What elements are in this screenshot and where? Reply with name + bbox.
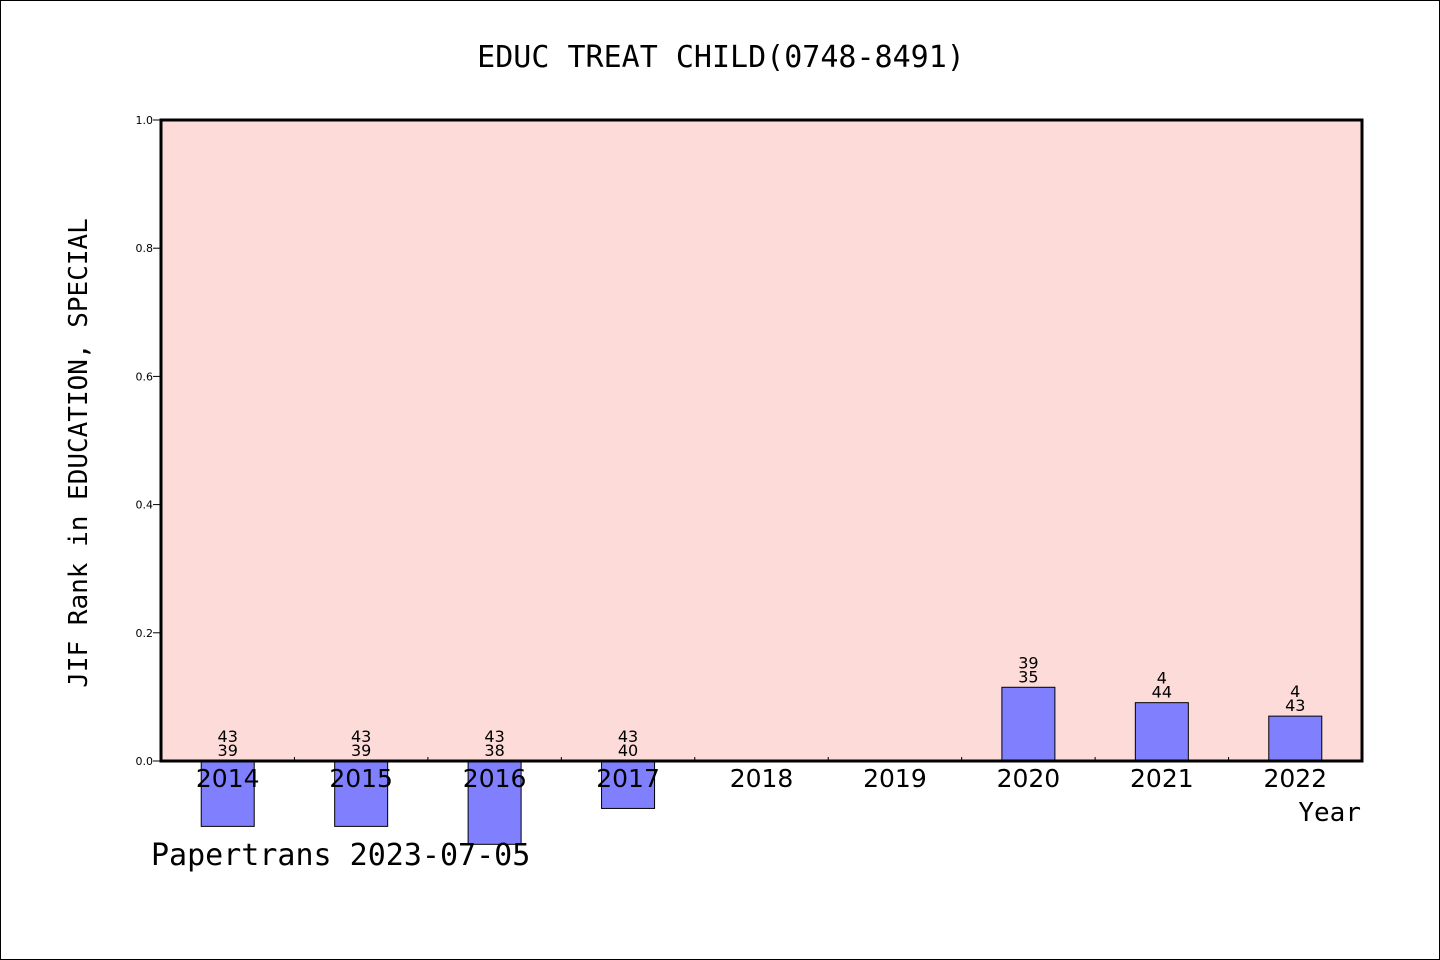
plot-frame [159, 118, 1364, 763]
bar-label-top: 39 [1018, 653, 1038, 672]
bar-label-bottom: 43 [1285, 696, 1305, 715]
bar-2021 [1134, 702, 1189, 762]
bar-label-top: 4 [1157, 669, 1167, 688]
bar-label-top: 4 [1290, 682, 1300, 701]
x-axis-ticks: 2014 2015 2016 2017 2018 2019 2020 2021 2022 [196, 757, 1327, 793]
x-tick-label: 2022 [1263, 764, 1327, 793]
x-tick-label: 2021 [1130, 764, 1194, 793]
bar-2015 [334, 760, 389, 827]
bar-label-bottom: 39 [218, 741, 238, 760]
y-tick-label: 0.2 [136, 627, 154, 640]
y-tick-label: 0.6 [136, 370, 154, 383]
y-axis-ticks: 0.0 0.2 0.4 0.6 0.8 1.0 [136, 114, 161, 768]
y-tick-label: 0.4 [136, 499, 154, 512]
bar-label-bottom: 35 [1018, 667, 1038, 686]
bar-label-bottom: 38 [484, 741, 504, 760]
x-tick-label: 2016 [463, 764, 527, 793]
x-axis-label: Year [1298, 798, 1361, 828]
chart-title: EDUC TREAT CHILD(0748-8491) [477, 40, 965, 75]
x-tick-label: 2020 [997, 764, 1061, 793]
y-tick-label: 0.0 [136, 755, 154, 768]
bar-2014 [200, 760, 255, 827]
y-axis-label: JIF Rank in EDUCATION, SPECIAL [64, 218, 94, 688]
x-tick-label: 2015 [329, 764, 393, 793]
bar-label-bottom: 40 [618, 741, 638, 760]
bar-label-top: 43 [484, 727, 504, 746]
bar-label-bottom: 44 [1152, 683, 1172, 702]
x-tick-label: 2014 [196, 764, 260, 793]
plot-area [161, 120, 1362, 761]
x-tick-label: 2018 [730, 764, 794, 793]
y-tick-label: 0.8 [136, 242, 154, 255]
bar-label-top: 43 [218, 727, 238, 746]
bar-label-top: 43 [618, 727, 638, 746]
bar-label-bottom: 39 [351, 741, 371, 760]
footer-watermark: Papertrans 2023-07-05 [151, 838, 530, 873]
bar-2020 [1001, 686, 1056, 762]
x-tick-label: 2019 [863, 764, 927, 793]
x-tick-label: 2017 [596, 764, 660, 793]
y-tick-label: 1.0 [136, 114, 154, 127]
bar-2017 [601, 760, 656, 809]
bar-label-top: 43 [351, 727, 371, 746]
bar-2022 [1268, 715, 1323, 762]
